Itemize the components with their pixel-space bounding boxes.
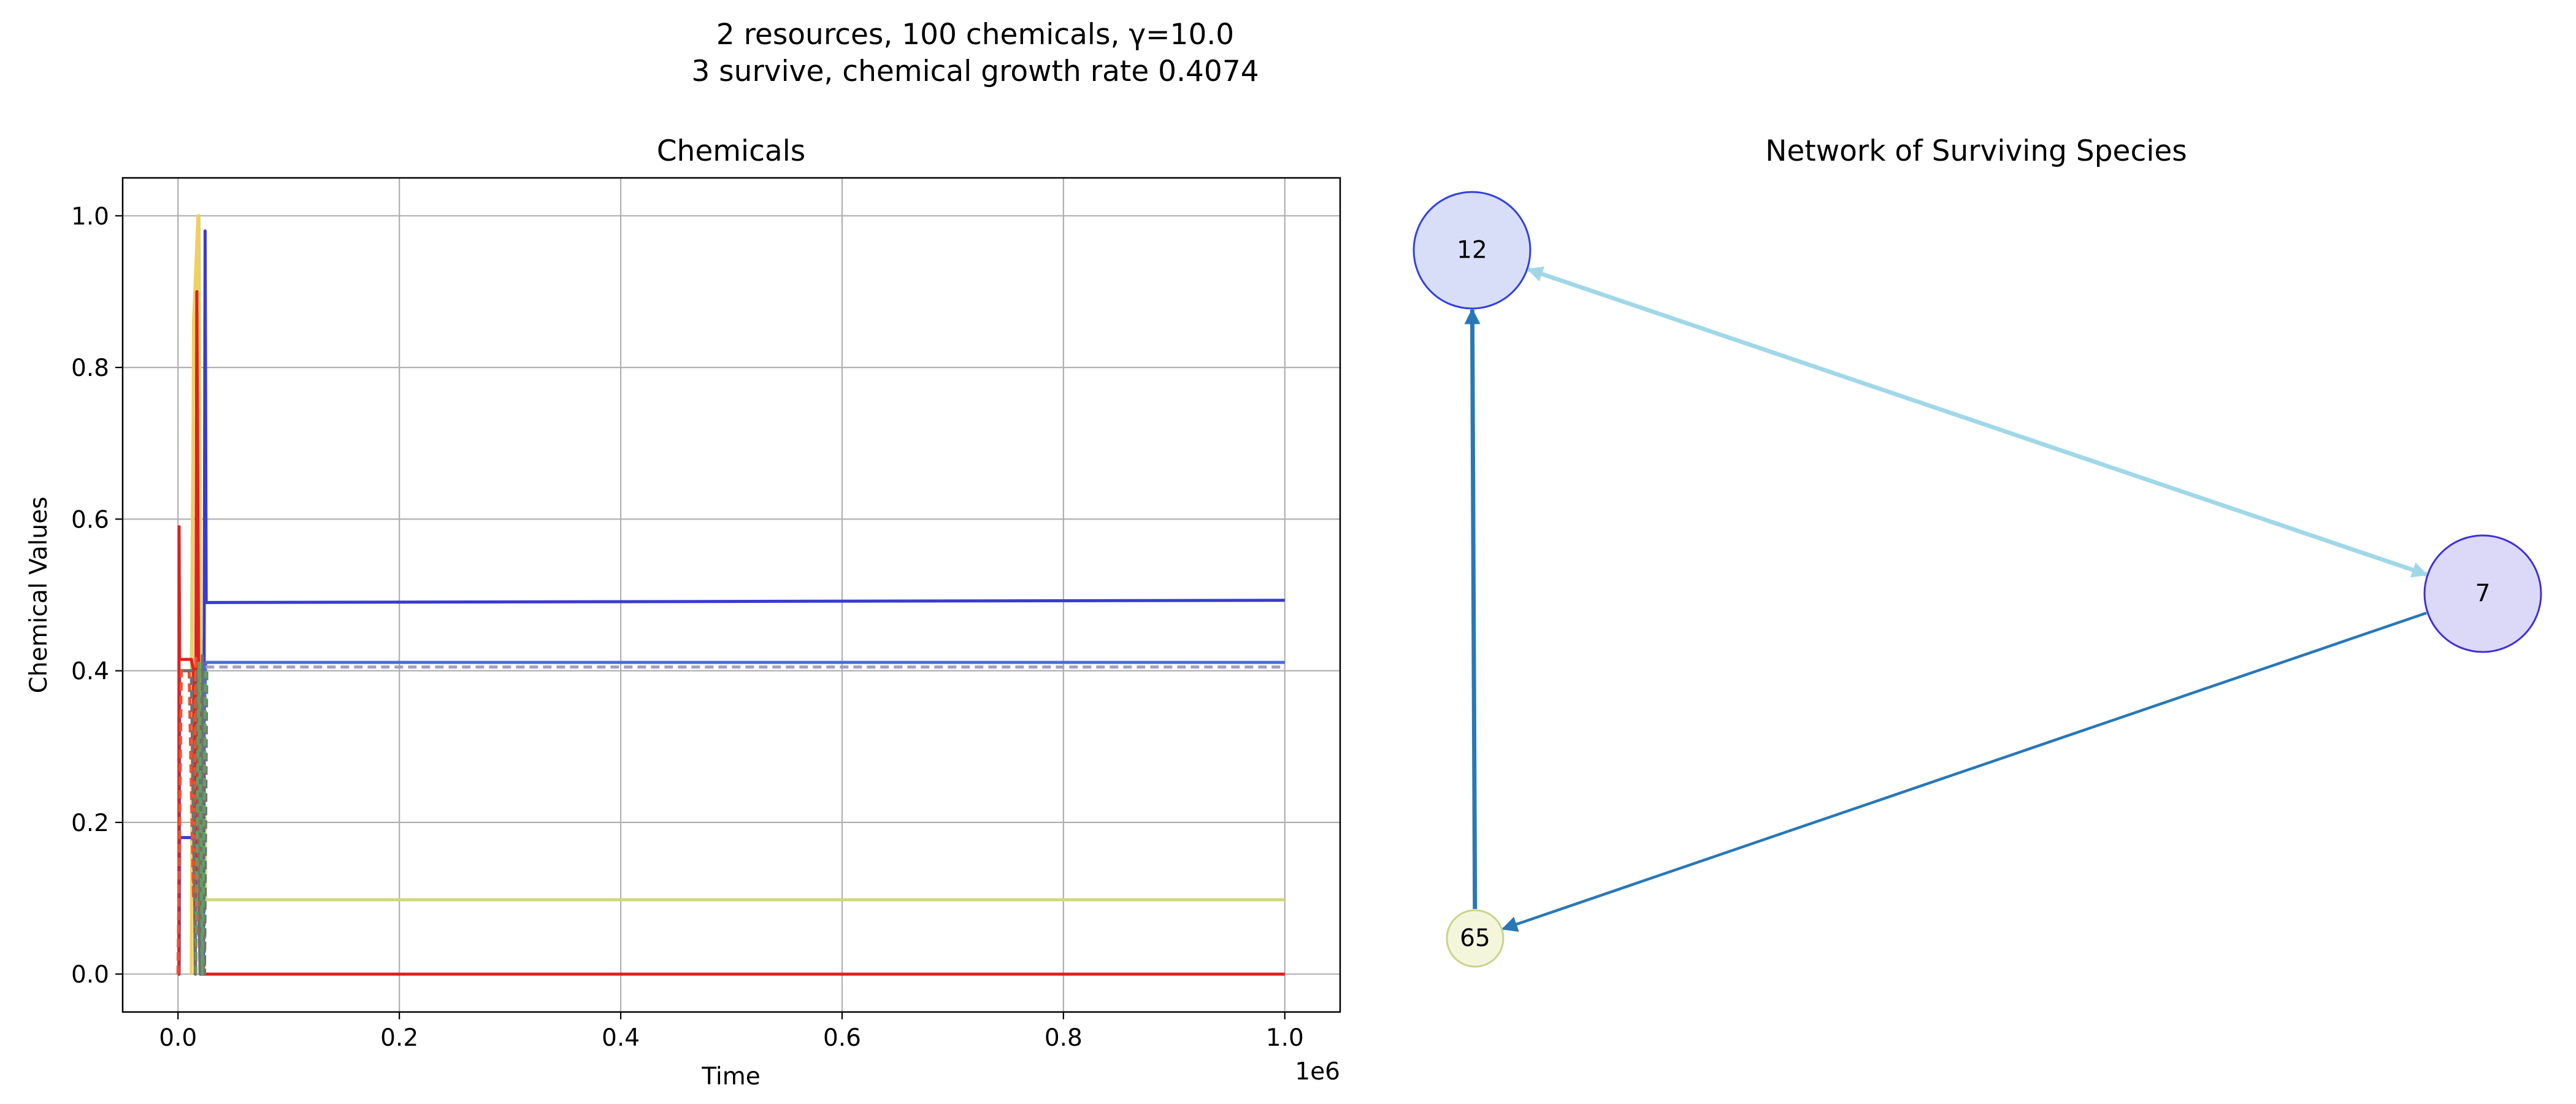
network-node-12: 12 [1413, 191, 1531, 310]
x-tick-label: 0.8 [1045, 1024, 1083, 1052]
network-node-65: 65 [1446, 909, 1505, 968]
x-tick-label: 0.0 [159, 1024, 197, 1052]
x-tick-label: 0.2 [380, 1024, 418, 1052]
grid-lines [123, 178, 1340, 1012]
x-axis-label: Time [701, 1063, 760, 1091]
network-edge-12-7 [1527, 266, 2428, 578]
series-line-1 [177, 214, 1285, 976]
series-lines [176, 214, 1285, 976]
network-edge-7-65 [1501, 611, 2427, 932]
y-tick-label: 0.2 [71, 810, 109, 837]
x-tick-label: 0.6 [823, 1024, 861, 1052]
network-node-circle [1446, 909, 1505, 968]
y-tick-label: 0.6 [71, 506, 109, 534]
y-tick-label: 0.4 [71, 658, 109, 686]
network-node-label: 65 [1460, 925, 1490, 953]
x-tick-label: 0.4 [602, 1024, 640, 1052]
network-nodes: 12 7 65 [1413, 191, 2542, 968]
network-node-label: 7 [2475, 580, 2491, 608]
series-line-4 [177, 661, 1285, 976]
network-chart-title: Network of Surviving Species [1765, 134, 2187, 168]
series-line-6 [177, 290, 1285, 976]
plot-frame [121, 177, 1341, 1013]
series-line-9 [194, 661, 207, 976]
y-axis-label: Chemical Values [25, 497, 53, 694]
y-tick-label: 0.8 [71, 355, 109, 382]
y-ticks: 0.0 0.2 0.4 0.6 0.8 1.0 [71, 203, 123, 989]
y-tick-label: 0.0 [71, 961, 109, 989]
network-node-label: 12 [1457, 237, 1487, 264]
x-offset-label: 1e6 [1295, 1058, 1340, 1086]
network-node-circle [2423, 534, 2542, 653]
network-node-circle [1413, 191, 1531, 310]
figure-title-line2: 3 survive, chemical growth rate 0.4074 [691, 55, 1259, 88]
network-chart: Network of Surviving Species 12 7 65 [1413, 134, 2542, 968]
chemicals-chart: Chemicals 0.0 0.2 0.4 0.6 0.8 1.0 0.00.20.40.… [25, 134, 1341, 1091]
series-line-7 [176, 654, 206, 975]
x-ticks: 0.0 0.2 0.4 0.6 0.8 1.0 [159, 1012, 1304, 1052]
series-line-3 [177, 229, 1285, 976]
x-tick-label: 1.0 [1266, 1024, 1304, 1052]
network-edges [1464, 266, 2428, 932]
network-node-7: 7 [2423, 534, 2542, 653]
chemicals-chart-title: Chemicals [657, 134, 806, 168]
network-edge-65-12 [1464, 308, 1481, 910]
figure-title-line1: 2 resources, 100 chemicals, γ=10.0 [716, 18, 1234, 52]
y-tick-label: 1.0 [71, 203, 109, 231]
